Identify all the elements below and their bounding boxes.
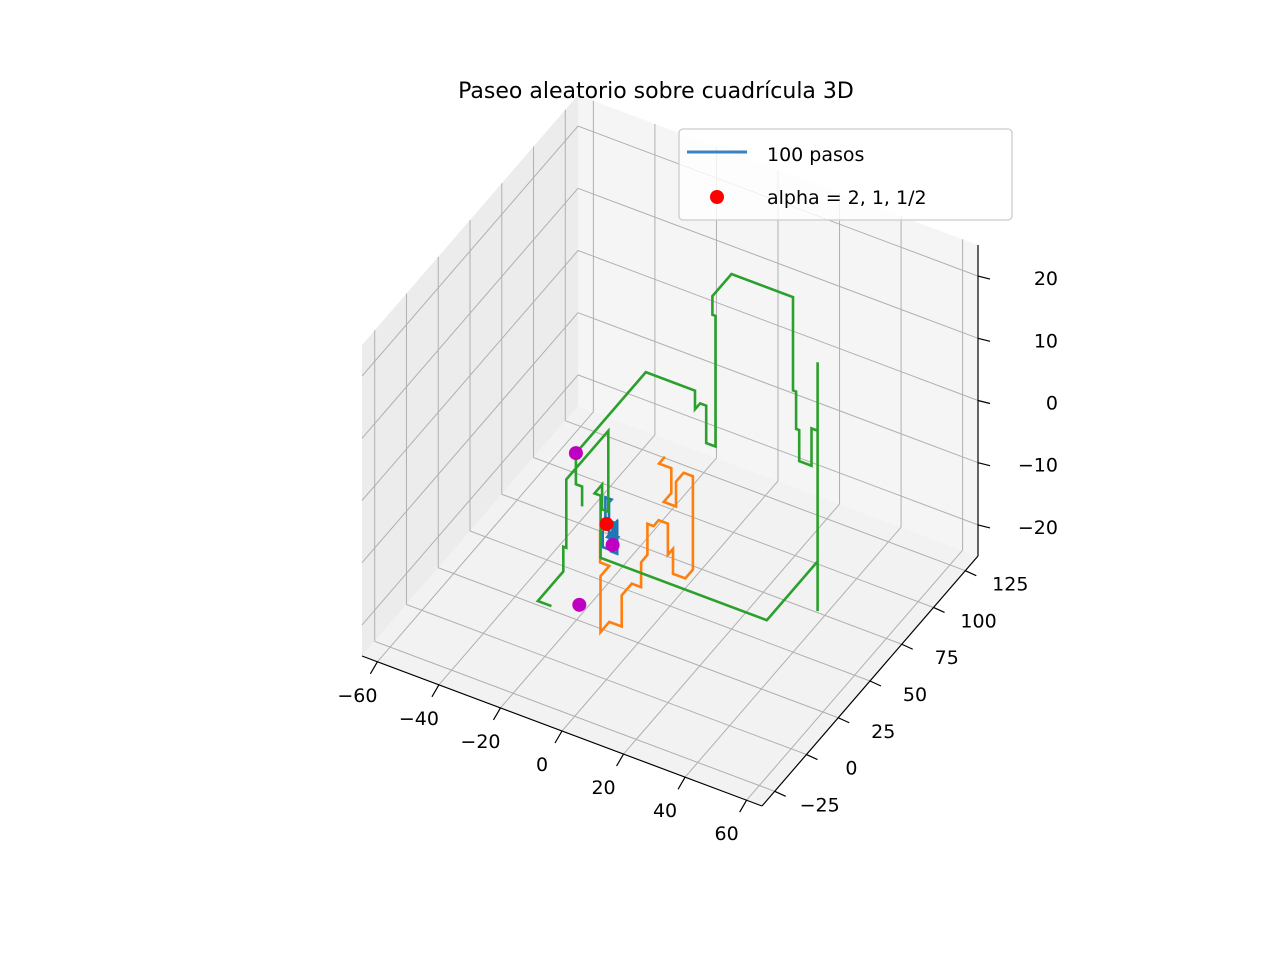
- alpha-marker: [572, 597, 587, 612]
- gridline-z-back: [577, 312, 979, 464]
- y-tick-label: 75: [935, 647, 959, 669]
- x-tick: [554, 730, 563, 744]
- gridline-z-back: [577, 187, 979, 339]
- x-tick-label: −20: [460, 731, 500, 753]
- z-tick: [977, 337, 991, 342]
- legend: 100 pasos alpha = 2, 1, 1/2: [678, 128, 1013, 221]
- gridline-z-left: [361, 187, 579, 439]
- legend-marker-swatch: [710, 190, 724, 204]
- y-tick-label: 125: [992, 574, 1028, 596]
- y-tick: [806, 753, 818, 761]
- gridline-y-floor: [438, 567, 839, 719]
- gridline-z-left: [361, 125, 579, 377]
- x-tick: [431, 684, 440, 698]
- alpha-marker: [599, 517, 614, 532]
- legend-label-series: 100 pasos: [767, 144, 864, 166]
- y-tick: [933, 606, 945, 614]
- z-tick-label: −20: [1018, 517, 1058, 539]
- x-tick: [492, 707, 501, 721]
- x-tick-label: 60: [715, 823, 739, 845]
- z-tick-label: −10: [1018, 455, 1058, 477]
- y-tick-label: 50: [903, 684, 927, 706]
- z-tick: [977, 524, 991, 529]
- x-tick: [677, 776, 686, 790]
- x-tick: [739, 799, 748, 813]
- alpha-marker: [568, 446, 583, 461]
- gridline-z-back: [577, 250, 979, 401]
- gridline-y-floor: [501, 493, 902, 645]
- y-tick: [774, 790, 786, 797]
- walk-series-line-3: [535, 272, 819, 622]
- z-tick-label: 20: [1034, 268, 1058, 290]
- y-tick: [869, 680, 882, 687]
- legend-frame: [678, 128, 1013, 221]
- x-tick-label: −40: [399, 708, 439, 730]
- y-tick-label: 25: [871, 721, 895, 743]
- z-tick: [977, 462, 991, 467]
- y-tick-label: 100: [960, 610, 996, 632]
- gridline-z-back: [577, 374, 979, 526]
- axis-ticks: −60−40−200204060−250255075100125−20−1001…: [337, 268, 1058, 845]
- x-tick-label: 20: [591, 777, 615, 799]
- z-tick: [977, 399, 991, 405]
- y-tick: [965, 570, 977, 577]
- gridline-z-left: [361, 374, 579, 626]
- z-tick-label: 10: [1034, 330, 1058, 352]
- x-tick: [369, 661, 378, 675]
- gridline-y-floor: [406, 604, 807, 755]
- y-tick-label: −25: [800, 794, 840, 816]
- gridline-y-floor: [374, 640, 775, 792]
- y-tick: [837, 717, 850, 724]
- y-tick: [901, 643, 914, 650]
- alpha-marker: [605, 537, 620, 552]
- legend-label-markers: alpha = 2, 1, 1/2: [767, 187, 927, 209]
- z-tick: [977, 275, 991, 280]
- gridline-z-left: [361, 250, 579, 501]
- chart-title: Paseo aleatorio sobre cuadrícula 3D: [458, 79, 854, 104]
- z-tick-label: 0: [1046, 393, 1058, 415]
- x-tick-label: 0: [536, 754, 548, 776]
- walk-series-line-2: [598, 455, 695, 636]
- gridline-y-floor: [469, 530, 871, 682]
- x-tick-label: −60: [337, 685, 377, 707]
- x-tick: [616, 753, 625, 767]
- gridline-z-left: [361, 312, 579, 564]
- alpha-markers: [568, 446, 620, 612]
- gridline-y-floor: [533, 457, 934, 608]
- y-tick-label: 0: [845, 758, 857, 780]
- x-tick-label: 40: [653, 800, 677, 822]
- gridline-y-floor: [565, 420, 966, 572]
